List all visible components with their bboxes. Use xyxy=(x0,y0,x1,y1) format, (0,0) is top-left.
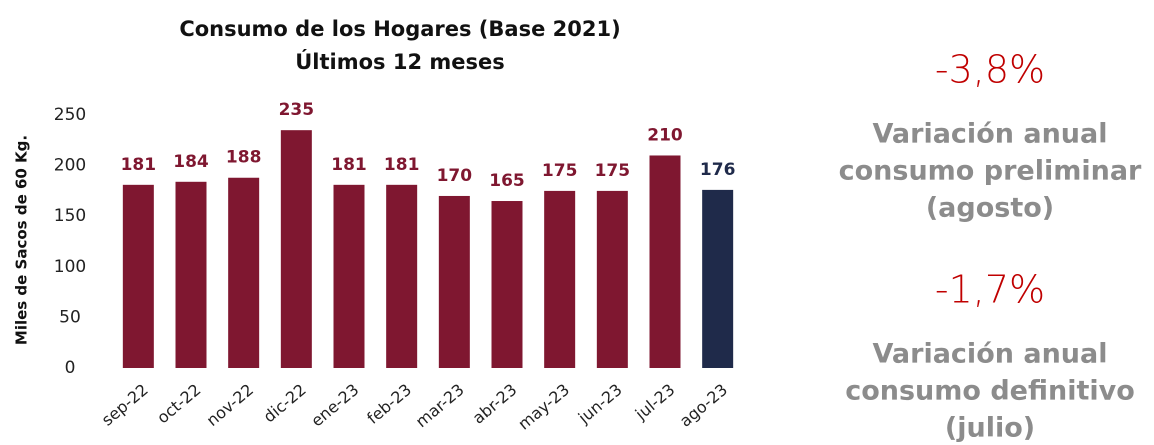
y-tick-label: 100 xyxy=(54,257,86,277)
y-tick-label: 250 xyxy=(54,105,86,125)
y-tick-label: 0 xyxy=(65,358,76,378)
bar xyxy=(228,177,260,368)
kpi-label: Variación anual xyxy=(873,119,1108,150)
bar xyxy=(702,189,734,368)
y-axis-label: Miles de Sacos de 60 Kg. xyxy=(13,135,31,345)
data-label: 210 xyxy=(647,125,683,145)
data-label: 175 xyxy=(595,161,631,181)
bar xyxy=(280,130,312,368)
bar xyxy=(491,201,523,368)
kpi-label: consumo preliminar xyxy=(839,156,1142,187)
kpi-label: consumo definitivo xyxy=(845,376,1135,407)
x-tick-label: feb-23 xyxy=(363,380,415,428)
bar xyxy=(438,195,470,368)
data-label: 170 xyxy=(437,166,473,186)
data-label: 175 xyxy=(542,161,578,181)
kpi-label: Variación anual xyxy=(873,339,1108,370)
kpi-value: -3,8% xyxy=(935,48,1045,92)
x-tick-label: abr-23 xyxy=(469,380,521,428)
bar xyxy=(175,181,207,368)
bar xyxy=(386,184,418,368)
y-tick-label: 150 xyxy=(54,206,86,226)
y-tick-label: 50 xyxy=(59,307,81,327)
x-tick-label: jul-23 xyxy=(631,380,679,424)
x-tick-label: sep-22 xyxy=(98,380,152,430)
x-tick-label: nov-22 xyxy=(203,380,257,430)
x-tick-label: oct-22 xyxy=(153,380,204,427)
data-label: 165 xyxy=(489,171,525,191)
data-label: 181 xyxy=(384,155,420,175)
data-label: 235 xyxy=(279,100,315,120)
bar xyxy=(122,184,154,368)
bar xyxy=(333,184,365,368)
data-label: 184 xyxy=(173,152,209,172)
data-label: 181 xyxy=(331,155,367,175)
bar xyxy=(544,190,576,368)
data-label: 176 xyxy=(700,160,736,180)
kpi-label: (julio) xyxy=(945,413,1035,444)
chart-title: Últimos 12 meses xyxy=(295,49,505,74)
x-tick-label: ago-23 xyxy=(676,380,731,431)
kpi-label: (agosto) xyxy=(926,193,1054,224)
data-label: 188 xyxy=(226,148,262,168)
data-label: 181 xyxy=(121,155,157,175)
chart-title: Consumo de los Hogares (Base 2021) xyxy=(179,17,620,41)
x-tick-label: mar-23 xyxy=(412,380,468,431)
bar xyxy=(596,190,628,368)
y-tick-label: 200 xyxy=(54,156,86,176)
x-tick-label: may-23 xyxy=(514,380,573,434)
x-tick-label: ene-23 xyxy=(307,380,362,431)
x-tick-label: dic-22 xyxy=(260,380,310,426)
bar xyxy=(649,155,681,368)
x-tick-label: jun-23 xyxy=(574,380,626,428)
kpi-value: -1,7% xyxy=(935,268,1045,312)
